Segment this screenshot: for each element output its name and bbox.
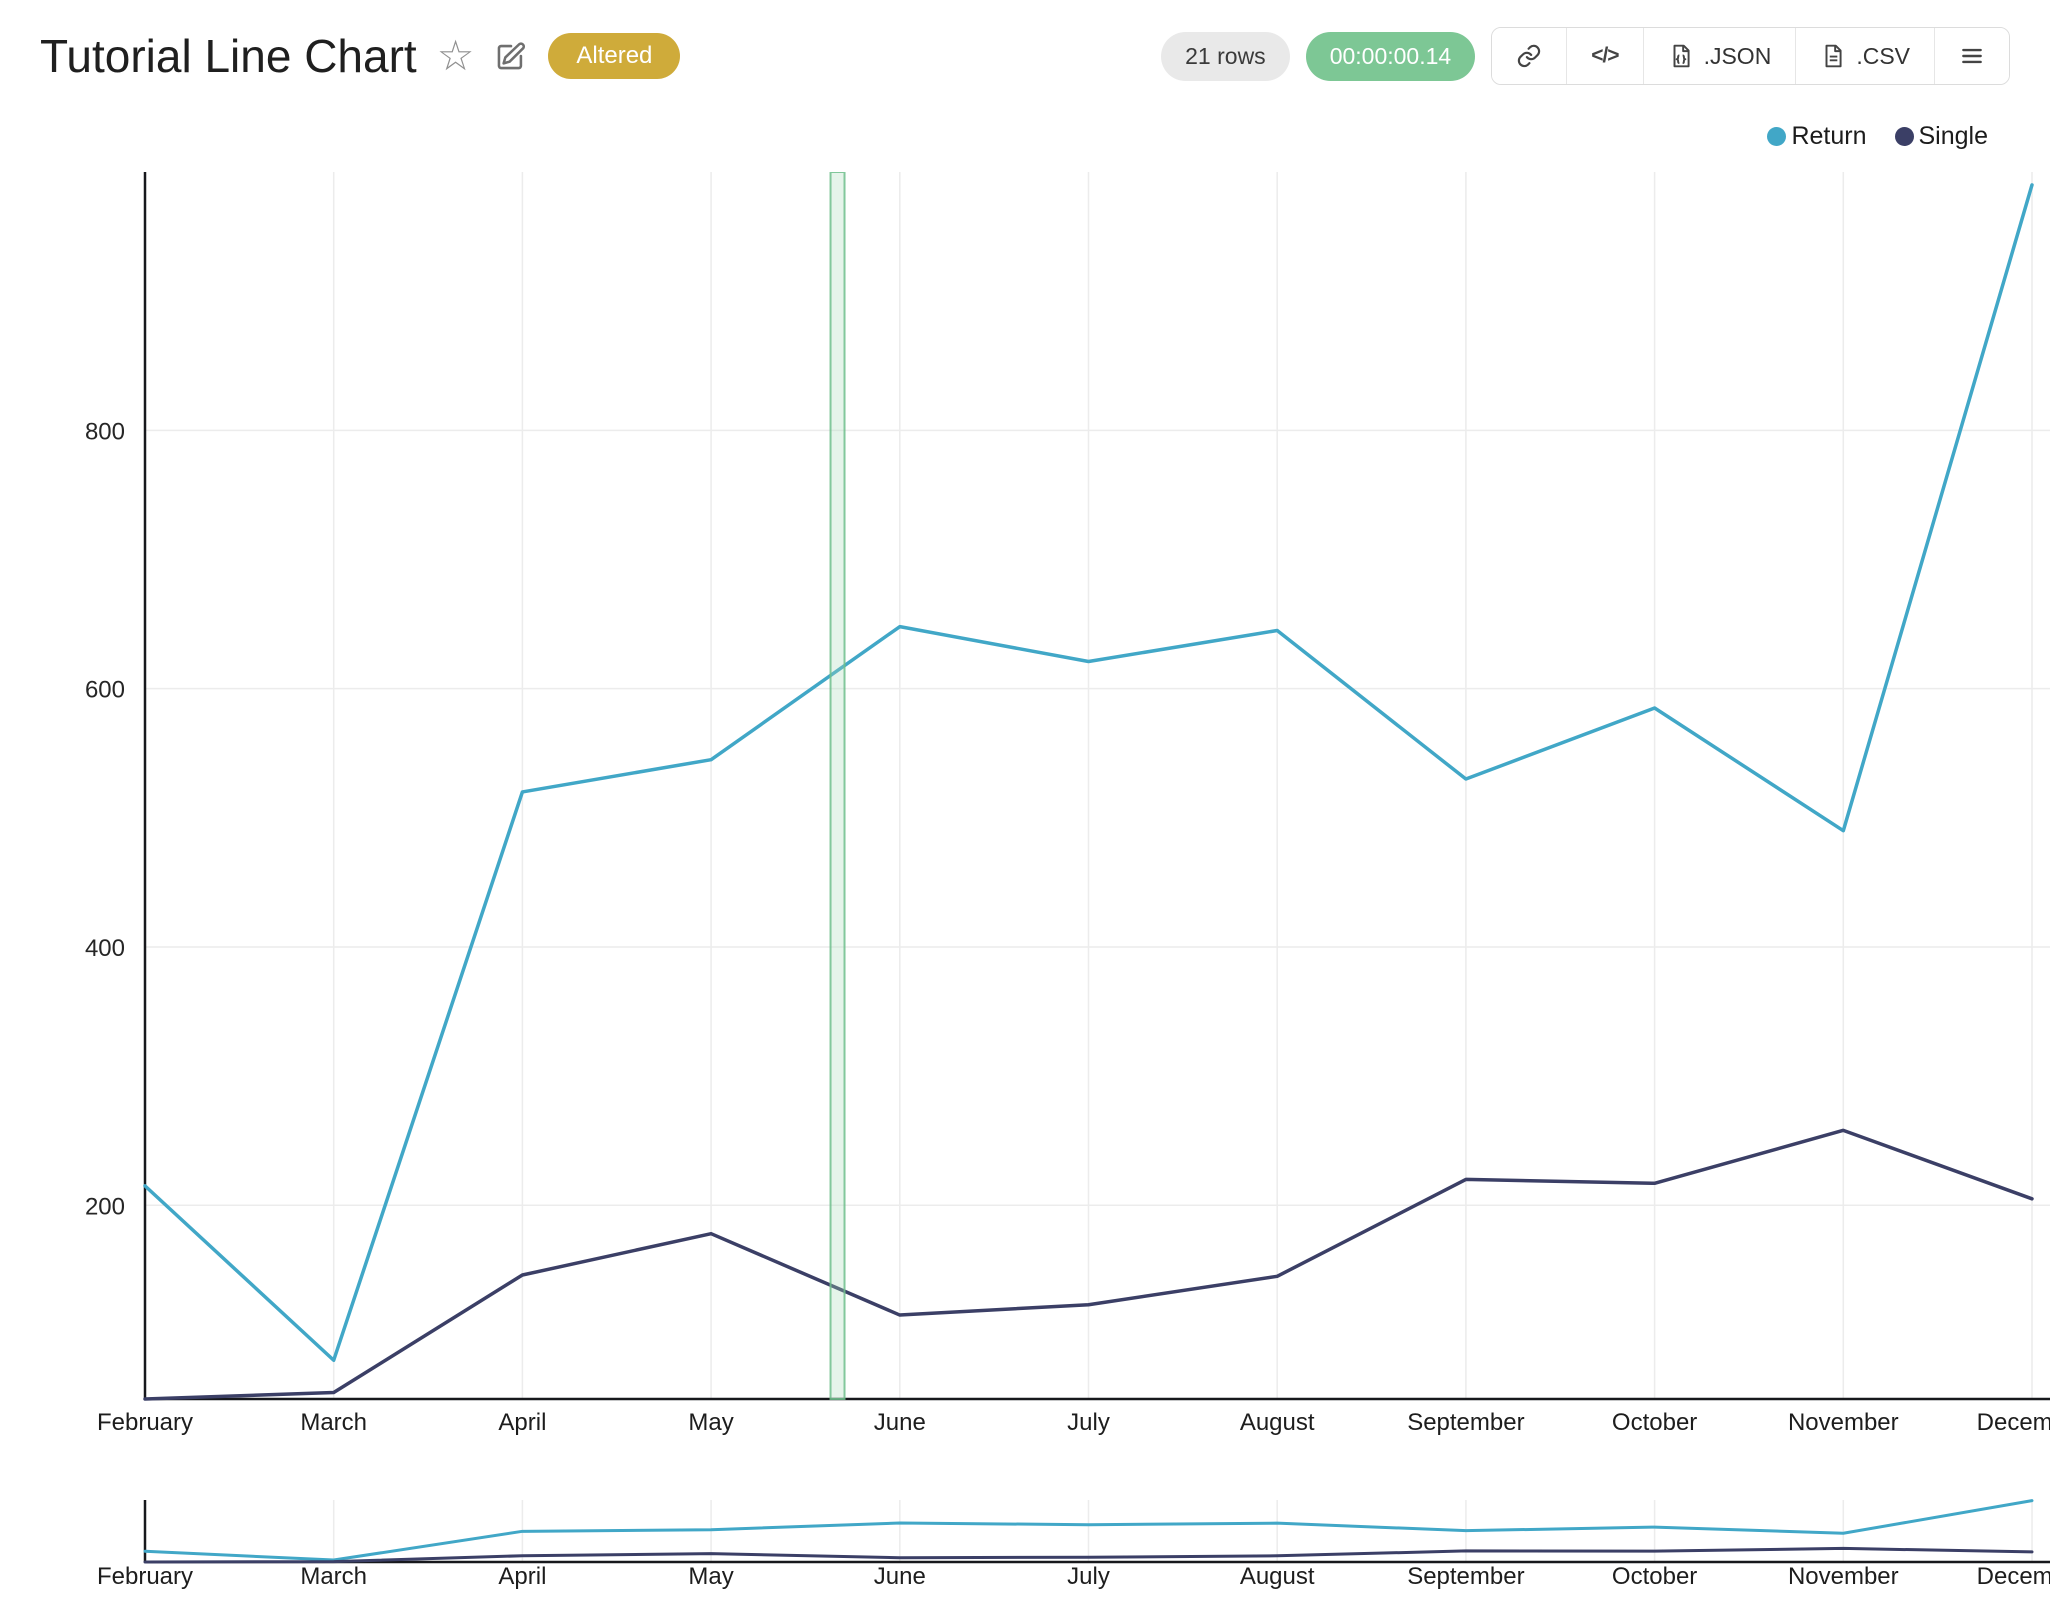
result-toolbar: 21 rows 00:00:00.14 </>	[1161, 27, 2010, 85]
svg-text:December: December	[1977, 1563, 2050, 1590]
more-options-button[interactable]	[1934, 28, 2009, 84]
legend-label-return: Return	[1791, 121, 1867, 150]
edit-icon[interactable]	[494, 39, 528, 73]
csv-button-label: .CSV	[1856, 42, 1910, 69]
legend-label-single: Single	[1918, 121, 1989, 150]
embed-code-button[interactable]: </>	[1566, 28, 1643, 84]
json-file-icon	[1673, 44, 1690, 68]
csv-file-icon	[1825, 44, 1842, 68]
svg-text:November: November	[1788, 1409, 1899, 1436]
svg-text:August: August	[1240, 1563, 1315, 1590]
svg-text:February: February	[97, 1563, 193, 1590]
export-button-group: </> .JSON .CSV	[1491, 27, 2010, 85]
svg-text:600: 600	[85, 677, 125, 704]
legend-dot-single	[1894, 126, 1914, 146]
code-icon: </>	[1591, 44, 1619, 67]
download-csv-button[interactable]: .CSV	[1795, 28, 1934, 84]
svg-text:August: August	[1240, 1409, 1315, 1436]
svg-text:October: October	[1612, 1563, 1697, 1590]
svg-text:April: April	[498, 1409, 546, 1436]
chart-area: February March April May June July August Septe…	[0, 172, 2050, 1598]
svg-text:February: February	[97, 1409, 193, 1436]
download-json-button[interactable]: .JSON	[1642, 28, 1796, 84]
svg-text:September: September	[1407, 1563, 1524, 1590]
range-selector-mini-chart[interactable]: February March April May June July August Septe…	[0, 1486, 2050, 1598]
legend-item-single[interactable]: Single	[1894, 121, 1989, 151]
chart-legend: Return Single	[0, 118, 2050, 154]
main-line-chart[interactable]: February March April May June July August Septe…	[0, 172, 2050, 1462]
share-link-button[interactable]	[1492, 28, 1567, 84]
svg-text:May: May	[688, 1563, 733, 1590]
svg-text:200: 200	[85, 1193, 125, 1220]
altered-status-badge: Altered	[548, 32, 681, 80]
svg-text:March: March	[300, 1563, 367, 1590]
svg-text:July: July	[1067, 1409, 1110, 1436]
svg-text:July: July	[1067, 1563, 1110, 1590]
svg-text:May: May	[688, 1409, 733, 1436]
title-group: Tutorial Line Chart ☆ Altered	[40, 29, 681, 83]
svg-text:April: April	[498, 1563, 546, 1590]
legend-dot-return	[1767, 126, 1787, 146]
hamburger-menu-icon	[1962, 48, 1982, 64]
page-header: Tutorial Line Chart ☆ Altered 21 rows 00…	[0, 0, 2050, 96]
legend-item-return[interactable]: Return	[1767, 121, 1867, 151]
link-icon	[1518, 44, 1541, 68]
svg-text:September: September	[1407, 1409, 1524, 1436]
svg-text:June: June	[874, 1563, 926, 1590]
query-duration-badge: 00:00:00.14	[1305, 31, 1476, 81]
svg-text:November: November	[1788, 1563, 1899, 1590]
row-count-badge: 21 rows	[1161, 31, 1290, 81]
svg-text:400: 400	[85, 935, 125, 962]
json-button-label: .JSON	[1703, 42, 1772, 69]
svg-text:October: October	[1612, 1409, 1697, 1436]
svg-text:June: June	[874, 1409, 926, 1436]
svg-text:800: 800	[85, 418, 125, 445]
page-title: Tutorial Line Chart	[40, 30, 417, 82]
favorite-star-icon[interactable]: ☆	[436, 32, 475, 79]
svg-text:March: March	[300, 1409, 367, 1436]
svg-text:December: December	[1977, 1409, 2050, 1436]
